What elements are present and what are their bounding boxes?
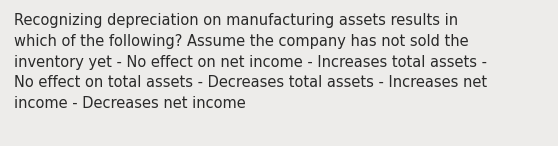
Text: Recognizing depreciation on manufacturing assets results in
which of the followi: Recognizing depreciation on manufacturin… — [14, 13, 487, 111]
